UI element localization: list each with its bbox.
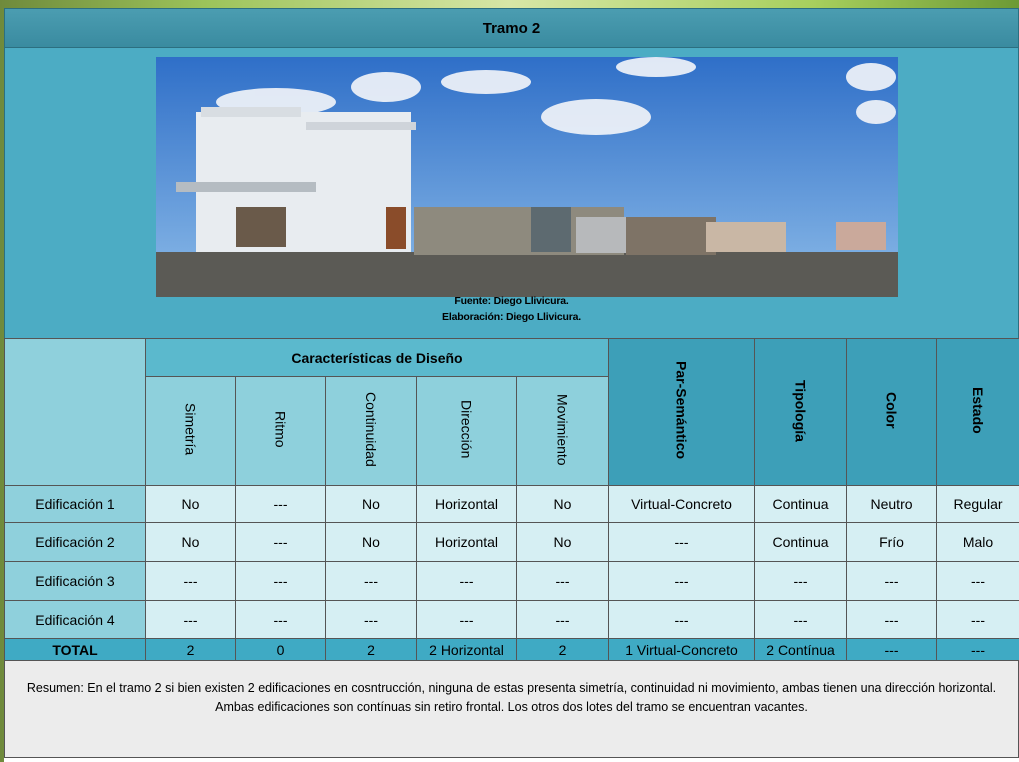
sub-header: Dirección xyxy=(416,376,517,486)
cell: No xyxy=(515,522,610,562)
total-cell: 2 Horizontal xyxy=(416,638,517,661)
corner-cell xyxy=(4,338,146,486)
cell: --- xyxy=(608,600,756,639)
cell: Frío xyxy=(846,522,938,562)
cell: --- xyxy=(325,561,417,601)
total-label: TOTAL xyxy=(4,638,146,661)
total-cell: 2 Contínua xyxy=(754,638,848,661)
sub-header: Movimiento xyxy=(515,376,610,486)
data-row: Edificación 1 No --- No Horizontal No Virtual-… xyxy=(4,485,1019,523)
total-cell: 2 xyxy=(145,638,236,661)
cell: --- xyxy=(235,561,326,601)
sub-header-text: Ritmo xyxy=(272,411,289,448)
cell: Continua xyxy=(754,522,848,562)
cell: Regular xyxy=(936,485,1019,523)
data-row: Edificación 3 --- --- --- --- --- --- --- --- --- xyxy=(4,561,1019,601)
row-label: Edificación 2 xyxy=(4,522,146,562)
cell: --- xyxy=(936,600,1019,639)
total-cell: --- xyxy=(846,638,938,661)
cell: --- xyxy=(145,561,236,601)
photo-panel: Fuente: Diego Llivicura. Elaboración: Di… xyxy=(4,48,1019,338)
cell: --- xyxy=(846,600,938,639)
header-row: Características de Diseño Par-Semántico Ti… xyxy=(4,338,1019,486)
cell: No xyxy=(325,522,417,562)
data-row: Edificación 2 No --- No Horizontal No --- Conti… xyxy=(4,522,1019,562)
cell: --- xyxy=(846,561,938,601)
column-header: Estado xyxy=(936,338,1019,486)
row-label: Edificación 4 xyxy=(4,600,146,639)
total-cell: --- xyxy=(936,638,1019,661)
total-cell: 2 xyxy=(515,638,610,661)
title: Tramo 2 xyxy=(4,8,1019,48)
cell: --- xyxy=(235,600,326,639)
sub-header-text: Dirección xyxy=(458,400,475,459)
sub-header: Continuidad xyxy=(325,376,417,486)
column-header-text: Estado xyxy=(970,387,987,434)
cell: No xyxy=(145,485,236,523)
cell: Horizontal xyxy=(416,485,517,523)
cell: --- xyxy=(325,600,417,639)
column-header-text: Tipología xyxy=(792,379,809,442)
column-header: Color xyxy=(846,338,938,486)
cell: --- xyxy=(754,561,848,601)
column-header: Par-Semántico xyxy=(608,338,756,486)
cell: --- xyxy=(936,561,1019,601)
total-cell: 0 xyxy=(235,638,326,661)
cell: --- xyxy=(608,522,756,562)
row-label: Edificación 1 xyxy=(4,485,146,523)
header-row: Simetría Ritmo Continuidad Dirección Movimie… xyxy=(5,376,1019,486)
cell: --- xyxy=(416,561,517,601)
total-row: TOTAL 2 0 2 2 Horizontal 2 1 Virtual-Concreto 2… xyxy=(4,638,1019,661)
sub-header-text: Continuidad xyxy=(363,392,379,467)
cell: --- xyxy=(235,522,326,562)
table: Características de Diseño Par-Semántico Ti… xyxy=(4,338,1019,661)
column-header-text: Par-Semántico xyxy=(673,361,690,460)
cell: Continua xyxy=(754,485,848,523)
column-header-text: Color xyxy=(883,392,900,429)
sub-header: Ritmo xyxy=(235,376,326,486)
total-cell: 2 xyxy=(325,638,417,661)
cell: --- xyxy=(515,561,610,601)
cell: Neutro xyxy=(846,485,938,523)
sub-header: Simetría xyxy=(145,376,236,486)
cell: No xyxy=(515,485,610,523)
cell: --- xyxy=(416,600,517,639)
cell: --- xyxy=(754,600,848,639)
group-header: Características de Diseño xyxy=(144,338,610,377)
total-cell: 1 Virtual-Concreto xyxy=(608,638,756,661)
photo-source: Fuente: Diego Llivicura. xyxy=(454,295,569,307)
column-header: Tipología xyxy=(754,338,848,486)
cell: --- xyxy=(145,600,236,639)
cell: Malo xyxy=(936,522,1019,562)
sub-header-text: Simetría xyxy=(182,403,199,456)
cell: --- xyxy=(608,561,756,601)
photo xyxy=(156,57,898,297)
document: Tramo 2 Fuente: Diego Llivicura. xyxy=(4,8,1019,762)
sub-header-text: Movimiento xyxy=(554,393,571,466)
cell: No xyxy=(145,522,236,562)
row-label: Edificación 3 xyxy=(4,561,146,601)
cell: Virtual-Concreto xyxy=(608,485,756,523)
data-row: Edificación 4 --- --- --- --- --- --- --- --- --- xyxy=(4,600,1019,639)
cell: --- xyxy=(235,485,326,523)
cell: --- xyxy=(515,600,610,639)
cell: No xyxy=(325,485,417,523)
summary: Resumen: En el tramo 2 si bien existen 2… xyxy=(4,661,1019,758)
photo-credit: Elaboración: Diego Llivicura. xyxy=(442,311,581,323)
cell: Horizontal xyxy=(416,522,517,562)
